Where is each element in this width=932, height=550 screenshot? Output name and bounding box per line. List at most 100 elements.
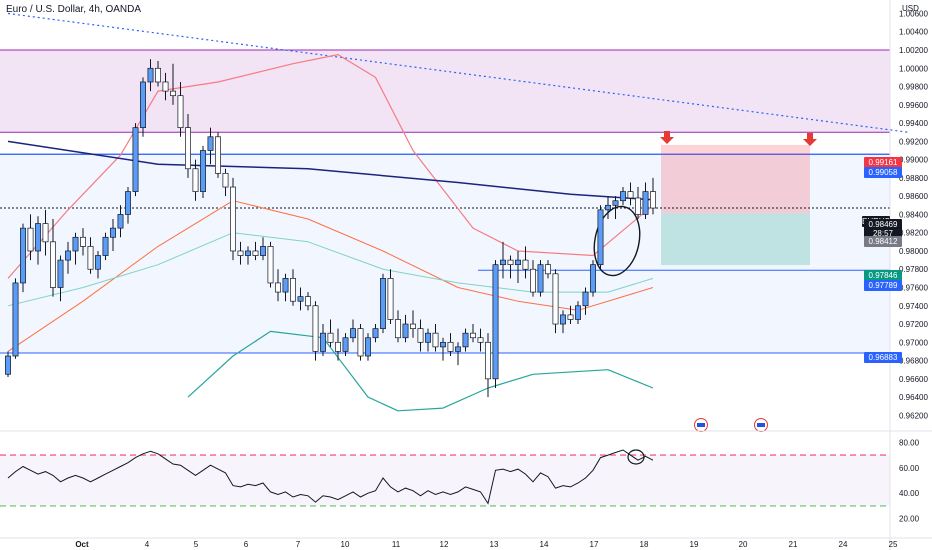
candle[interactable] bbox=[395, 310, 401, 343]
candle[interactable] bbox=[575, 301, 581, 325]
candle[interactable] bbox=[200, 145, 206, 198]
candle[interactable] bbox=[537, 260, 544, 297]
candle[interactable] bbox=[12, 278, 19, 359]
candle[interactable] bbox=[245, 246, 251, 265]
candle[interactable] bbox=[500, 241, 506, 279]
y-tick-label: 0.99200 bbox=[899, 137, 928, 146]
candle[interactable] bbox=[612, 196, 619, 219]
candle[interactable] bbox=[35, 216, 41, 265]
down-arrow-icon-2[interactable] bbox=[803, 133, 817, 146]
candle[interactable] bbox=[545, 260, 551, 279]
candle[interactable] bbox=[57, 255, 64, 302]
candle[interactable] bbox=[552, 269, 559, 334]
candle[interactable] bbox=[627, 182, 634, 206]
candle[interactable] bbox=[477, 328, 484, 352]
candle[interactable] bbox=[365, 333, 371, 361]
candle[interactable] bbox=[515, 250, 521, 283]
candle[interactable] bbox=[320, 324, 326, 357]
candle[interactable] bbox=[342, 333, 349, 357]
candle[interactable] bbox=[237, 241, 244, 265]
candle[interactable] bbox=[20, 223, 26, 293]
candle[interactable] bbox=[380, 273, 386, 334]
candle[interactable] bbox=[425, 328, 431, 352]
candle[interactable] bbox=[432, 324, 439, 352]
candle[interactable] bbox=[147, 59, 154, 92]
candle[interactable] bbox=[125, 187, 131, 224]
candle[interactable] bbox=[222, 168, 229, 197]
candle[interactable] bbox=[140, 77, 146, 137]
candle[interactable] bbox=[372, 324, 379, 343]
candle[interactable] bbox=[492, 260, 499, 388]
candle[interactable] bbox=[485, 333, 491, 398]
candle[interactable] bbox=[215, 132, 221, 178]
candle[interactable] bbox=[27, 214, 34, 261]
candle[interactable] bbox=[80, 228, 86, 256]
candle[interactable] bbox=[312, 301, 319, 361]
candle[interactable] bbox=[650, 177, 656, 215]
candle[interactable] bbox=[185, 113, 191, 178]
candle[interactable] bbox=[275, 269, 281, 302]
candle[interactable] bbox=[530, 260, 536, 297]
zone-supply[interactable] bbox=[0, 50, 890, 133]
highlight-circle[interactable] bbox=[588, 202, 646, 280]
down-arrow-icon-1[interactable] bbox=[660, 131, 674, 144]
candle[interactable] bbox=[282, 273, 289, 302]
candle[interactable] bbox=[87, 237, 94, 274]
candle[interactable] bbox=[462, 328, 469, 352]
candle[interactable] bbox=[590, 260, 596, 297]
candle[interactable] bbox=[132, 123, 139, 197]
candle[interactable] bbox=[50, 219, 56, 297]
candle[interactable] bbox=[267, 241, 274, 288]
candle[interactable] bbox=[177, 81, 184, 137]
candle[interactable] bbox=[642, 182, 649, 219]
candle[interactable] bbox=[522, 246, 529, 279]
candle[interactable] bbox=[72, 232, 79, 265]
candle[interactable] bbox=[620, 187, 626, 206]
candle[interactable] bbox=[65, 241, 71, 274]
candle[interactable] bbox=[327, 319, 334, 347]
candle[interactable] bbox=[155, 60, 161, 87]
candle[interactable] bbox=[117, 205, 124, 238]
candle[interactable] bbox=[290, 269, 296, 306]
trendline[interactable] bbox=[7, 12, 909, 133]
candle[interactable] bbox=[440, 337, 446, 361]
candle[interactable] bbox=[102, 232, 109, 261]
candle[interactable] bbox=[597, 205, 604, 270]
candle[interactable] bbox=[455, 342, 461, 366]
candle[interactable] bbox=[170, 63, 176, 105]
candle[interactable] bbox=[582, 287, 589, 315]
candle[interactable] bbox=[110, 219, 116, 251]
position-target-zone[interactable] bbox=[661, 213, 810, 266]
candle[interactable] bbox=[357, 324, 364, 361]
candle[interactable] bbox=[447, 333, 454, 357]
candle-body bbox=[537, 264, 544, 293]
candle[interactable] bbox=[560, 310, 566, 334]
candle[interactable] bbox=[335, 328, 341, 361]
candle[interactable] bbox=[470, 324, 476, 343]
candle[interactable] bbox=[192, 159, 199, 201]
candle[interactable] bbox=[417, 319, 424, 352]
candle[interactable] bbox=[297, 287, 304, 311]
candle[interactable] bbox=[387, 269, 394, 325]
candle[interactable] bbox=[260, 237, 266, 261]
x-tick-label: 5 bbox=[194, 540, 199, 549]
position-stop-zone[interactable] bbox=[661, 144, 810, 214]
candle[interactable] bbox=[635, 187, 641, 219]
candle[interactable] bbox=[350, 319, 356, 343]
candle[interactable] bbox=[605, 196, 611, 219]
candle[interactable] bbox=[507, 255, 514, 279]
candle[interactable] bbox=[207, 127, 214, 165]
candle[interactable] bbox=[410, 310, 416, 338]
candle[interactable] bbox=[42, 209, 49, 256]
candle[interactable] bbox=[162, 72, 169, 101]
candle[interactable] bbox=[402, 314, 409, 343]
candle[interactable] bbox=[252, 241, 259, 261]
candle[interactable] bbox=[95, 250, 101, 279]
candle[interactable] bbox=[567, 305, 574, 325]
rsi-highlight-circle[interactable] bbox=[627, 449, 645, 465]
candle[interactable] bbox=[230, 177, 236, 261]
y-tick-label: 0.98400 bbox=[899, 210, 928, 219]
candle[interactable] bbox=[5, 351, 11, 378]
candle[interactable] bbox=[305, 292, 311, 311]
